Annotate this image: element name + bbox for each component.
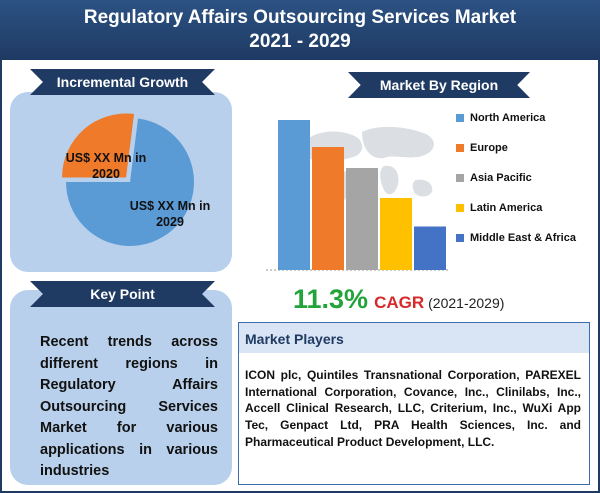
legend-swatch — [456, 174, 464, 182]
bar-europe — [312, 147, 344, 270]
key-point-heading: Key Point — [30, 281, 215, 307]
legend-label: North America — [470, 112, 546, 124]
market-players-box: Market Players — [238, 322, 590, 485]
title-line-1: Regulatory Affairs Outsourcing Services … — [83, 7, 517, 28]
legend-item: North America — [456, 112, 545, 124]
market-players-text: ICON plc, Quintiles Transnational Corpor… — [245, 368, 581, 449]
bars-group — [278, 120, 446, 270]
legend-swatch — [456, 204, 464, 212]
cagr-years: (2021-2029) — [428, 295, 505, 311]
title-line-2: 2021 - 2029 — [249, 31, 351, 52]
legend-label: Latin America — [470, 202, 543, 214]
market-by-region-heading: Market By Region — [348, 72, 530, 98]
legend-label: Middle East & Africa — [470, 232, 576, 244]
legend-swatch — [456, 234, 464, 242]
cagr-line: 11.3% CAGR (2021-2029) — [293, 284, 593, 315]
market-players-heading: Market Players — [239, 323, 589, 353]
legend-item: Europe — [456, 142, 508, 154]
incremental-growth-heading: Incremental Growth — [30, 69, 215, 95]
bar-latin-america — [380, 198, 412, 270]
pie-label-2020: US$ XX Mn in 2020 — [65, 151, 147, 181]
legend-label: Asia Pacific — [470, 172, 532, 184]
incremental-growth-pie — [62, 113, 194, 246]
legend-item: Middle East & Africa — [456, 232, 576, 244]
cagr-value: 11.3% — [293, 284, 369, 314]
legend-swatch — [456, 114, 464, 122]
key-point-panel — [10, 290, 232, 485]
bar-north-america — [278, 120, 310, 270]
bar-middle-east-africa — [414, 226, 446, 270]
bar-asia-pacific — [346, 168, 378, 270]
pie-slice-2020 — [62, 113, 135, 178]
legend-swatch — [456, 144, 464, 152]
region-bar-chart — [266, 120, 448, 271]
pie-label-2029: US$ XX Mn in 2029 — [129, 199, 211, 229]
legend-item: Asia Pacific — [456, 172, 532, 184]
title-bar: Regulatory Affairs Outsourcing Services … — [0, 0, 600, 60]
pie-slice-2029 — [66, 118, 194, 246]
key-point-text: Recent trends across different regions i… — [40, 334, 218, 479]
legend-label: Europe — [470, 142, 508, 154]
cagr-label: CAGR — [374, 293, 425, 312]
legend-item: Latin America — [456, 202, 542, 214]
outer-frame — [0, 60, 600, 493]
